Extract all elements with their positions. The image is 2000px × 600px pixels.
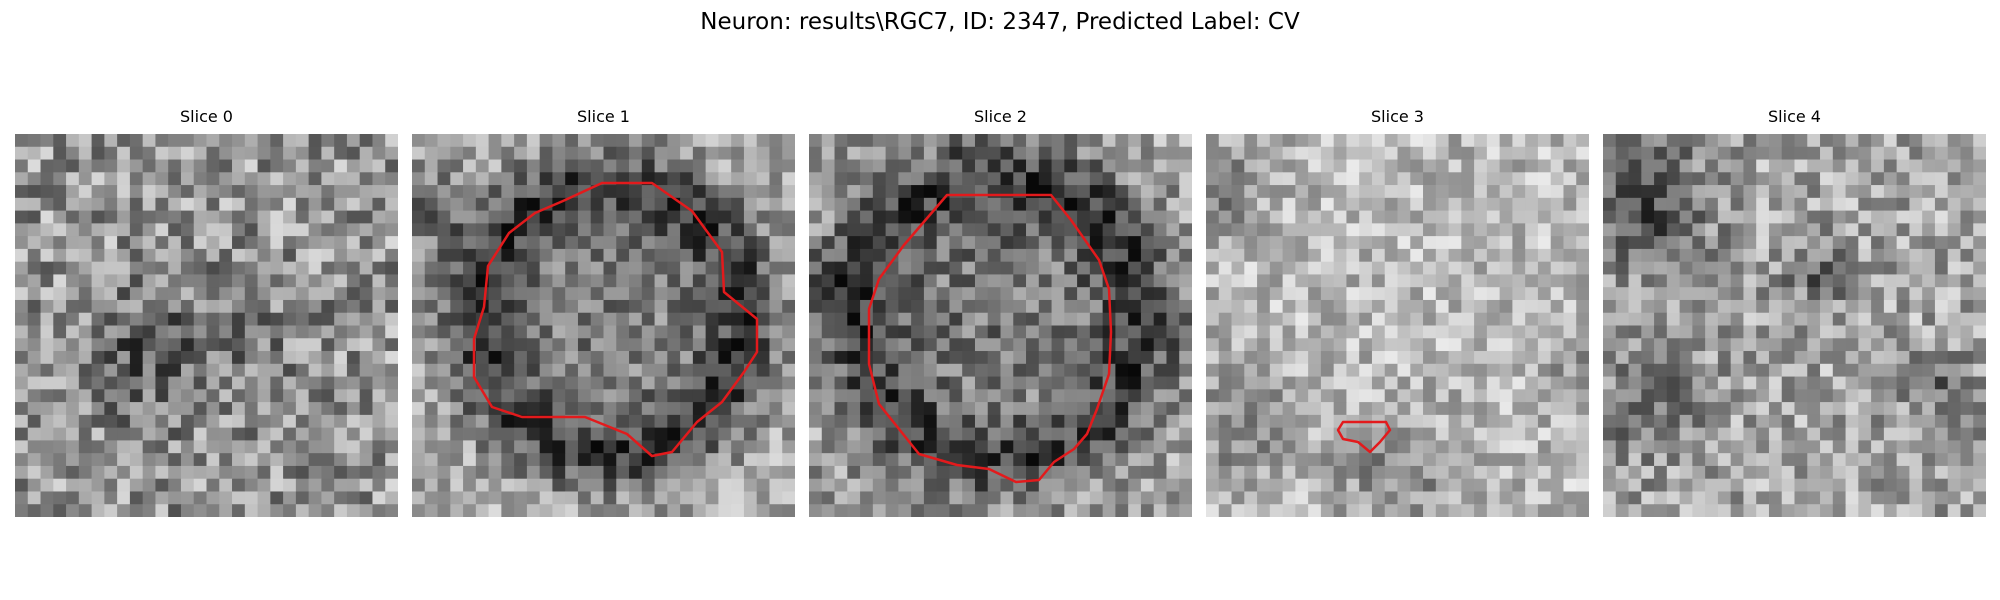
segmentation-contour: [867, 193, 1113, 484]
slice-image: [412, 134, 795, 517]
slice-image: [809, 134, 1192, 517]
slice-title: Slice 3: [1371, 107, 1424, 126]
slice-image: [1206, 134, 1589, 517]
slice-title: Slice 0: [180, 107, 233, 126]
slice-image: [15, 134, 398, 517]
slice-title: Slice 4: [1768, 107, 1821, 126]
segmentation-contour: [1336, 420, 1392, 454]
slice-title: Slice 2: [974, 107, 1027, 126]
segmentation-contour: [472, 181, 759, 458]
slice-title: Slice 1: [577, 107, 630, 126]
slice-image: [1603, 134, 1986, 517]
figure-title: Neuron: results\RGC7, ID: 2347, Predicte…: [700, 9, 1300, 35]
